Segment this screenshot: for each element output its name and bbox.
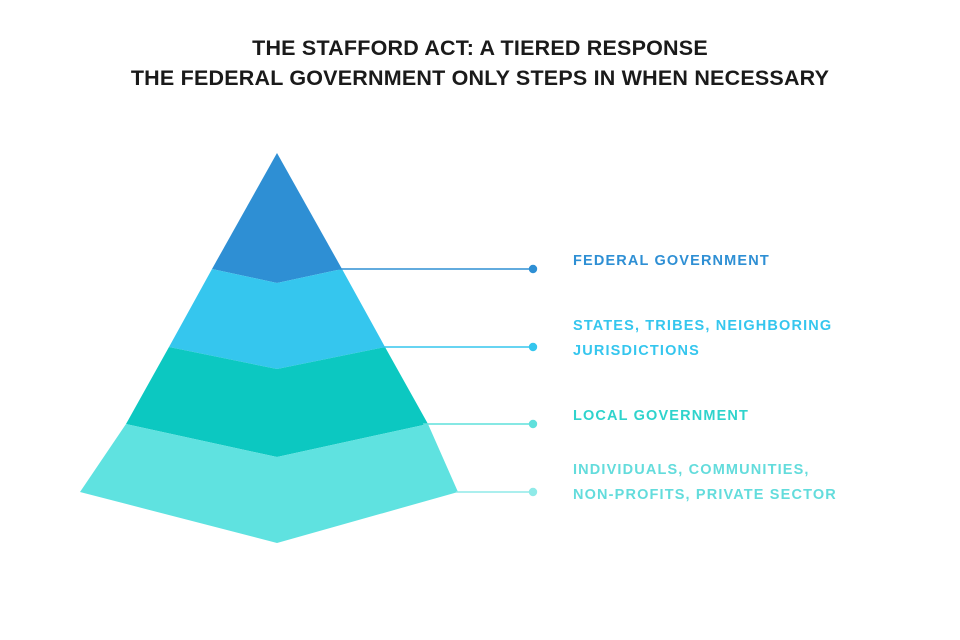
title-line-1: THE STAFFORD ACT: A TIERED RESPONSE	[252, 36, 708, 60]
pyramid-diagram	[80, 153, 538, 543]
tier-label-states-line-2: JURISDICTIONS	[573, 343, 700, 359]
pyramid-tier-local[interactable]	[126, 347, 428, 457]
tier-labels: FEDERAL GOVERNMENT STATES, TRIBES, NEIGH…	[573, 0, 960, 640]
pyramid-tier-federal[interactable]	[212, 153, 342, 283]
pyramid-tier-individuals[interactable]	[80, 424, 458, 543]
pyramid-svg	[80, 153, 538, 543]
tier-label-states-line-1: STATES, TRIBES, NEIGHBORING	[573, 318, 833, 334]
page-title: THE STAFFORD ACT: A TIERED RESPONSE THE …	[0, 33, 960, 93]
connector-states	[380, 342, 538, 352]
tier-label-local-line-1: LOCAL GOVERNMENT	[573, 408, 750, 424]
tier-label-states: STATES, TRIBES, NEIGHBORING JURISDICTION…	[573, 314, 832, 364]
tier-label-individuals-line-2: NON-PROFITS, PRIVATE SECTOR	[573, 487, 837, 503]
connector-federal	[336, 264, 538, 274]
tier-label-local: LOCAL GOVERNMENT	[573, 404, 749, 429]
connector-local	[423, 419, 538, 429]
tier-label-individuals: INDIVIDUALS, COMMUNITIES, NON-PROFITS, P…	[573, 458, 837, 508]
tier-label-federal: FEDERAL GOVERNMENT	[573, 249, 770, 274]
title-line-2: THE FEDERAL GOVERNMENT ONLY STEPS IN WHE…	[130, 66, 830, 90]
pyramid-tier-states[interactable]	[169, 269, 385, 369]
tier-label-federal-line-1: FEDERAL GOVERNMENT	[573, 253, 770, 269]
tier-label-individuals-line-1: INDIVIDUALS, COMMUNITIES,	[573, 462, 810, 478]
connector-individuals	[456, 487, 538, 497]
